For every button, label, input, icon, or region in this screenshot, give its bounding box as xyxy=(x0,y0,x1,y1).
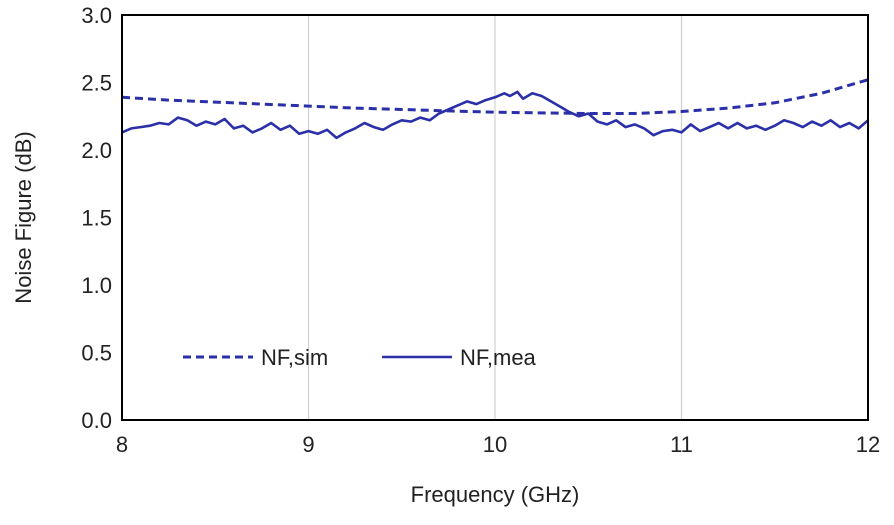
gridlines xyxy=(307,15,683,420)
y-tick-label: 0.0 xyxy=(81,408,112,433)
x-tick-label: 8 xyxy=(116,432,128,457)
series-layer xyxy=(121,78,869,140)
y-tick-label: 2.5 xyxy=(81,71,112,96)
y-tick-label: 1.5 xyxy=(81,206,112,231)
y-tick-label: 0.5 xyxy=(81,341,112,366)
x-tick-label: 12 xyxy=(856,432,880,457)
series-line-nf-sim xyxy=(121,78,869,115)
x-tick-label: 9 xyxy=(302,432,314,457)
x-tick-label: 10 xyxy=(483,432,507,457)
legend-label-nf-mea: NF,mea xyxy=(460,345,537,370)
y-tick-label: 1.0 xyxy=(81,273,112,298)
x-tick-label: 11 xyxy=(670,432,693,457)
legend-label-nf-sim: NF,sim xyxy=(261,345,328,370)
legend: NF,sim NF,mea xyxy=(183,345,537,370)
plot-area-frame xyxy=(121,14,869,421)
series-line-nf-mea xyxy=(121,90,869,140)
y-tick-label: 3.0 xyxy=(81,3,112,28)
y-tick-label: 2.0 xyxy=(81,138,112,163)
tick-labels: 8 9 10 11 12 0.0 0.5 1.0 1.5 2.0 2.5 3.0 xyxy=(81,3,880,457)
x-axis-title: Frequency (GHz) xyxy=(411,482,580,507)
y-axis-title: Noise Figure (dB) xyxy=(11,131,36,303)
